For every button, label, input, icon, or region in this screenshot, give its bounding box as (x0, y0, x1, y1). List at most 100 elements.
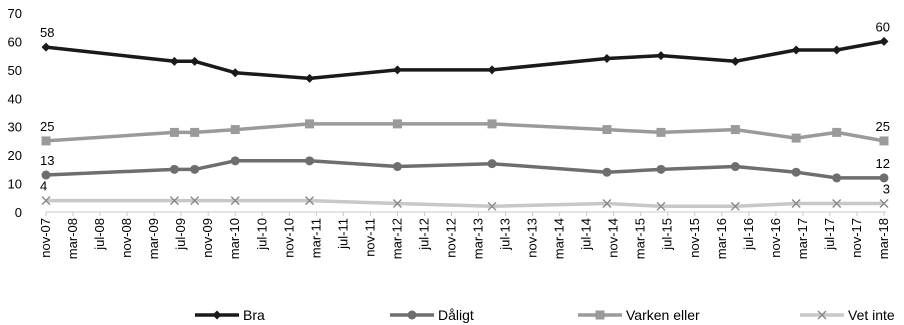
series-layer (41, 36, 889, 211)
y-tick-label: 0 (15, 205, 22, 220)
data-point (487, 159, 497, 169)
x-tick-label: nov-08 (119, 218, 134, 258)
y-tick-label: 40 (8, 91, 22, 106)
data-point (392, 65, 402, 75)
legend-item: Varken eller (578, 307, 700, 323)
x-tick-label: jul-09 (173, 218, 188, 251)
data-point (832, 173, 842, 183)
x-tick-label: mar-17 (795, 218, 810, 259)
data-point (791, 167, 801, 177)
y-tick-label: 60 (8, 34, 22, 49)
data-point (656, 51, 666, 61)
x-tick-label: mar-18 (876, 218, 891, 259)
x-tick-label: nov-11 (362, 218, 377, 257)
legend-marker (212, 310, 222, 320)
legend-marker (595, 310, 605, 320)
x-tick-label: mar-08 (65, 218, 80, 259)
legend-item: Bra (195, 307, 265, 323)
x-tick-label: mar-14 (552, 218, 567, 259)
x-tick-label: jul-11 (335, 218, 350, 250)
data-label: 13 (40, 153, 54, 168)
x-tick-label: nov-07 (38, 218, 53, 258)
data-point (730, 125, 740, 135)
data-point (305, 119, 315, 129)
data-point (392, 162, 402, 172)
x-tick-label: jul-15 (660, 218, 675, 251)
data-point (230, 68, 240, 78)
legend-marker (817, 310, 827, 320)
data-point (392, 198, 402, 208)
data-point (730, 201, 740, 211)
x-tick-label: nov-12 (443, 218, 458, 258)
data-point (832, 45, 842, 55)
data-point (656, 127, 666, 137)
y-tick-label: 70 (8, 6, 22, 21)
x-tick-label: nov-10 (281, 218, 296, 258)
x-tick-label: jul-12 (416, 218, 431, 251)
series-bra (41, 36, 889, 83)
x-tick-label: nov-09 (200, 218, 215, 258)
data-point (791, 133, 801, 143)
y-tick-label: 10 (8, 177, 22, 192)
x-tick-label: mar-15 (633, 218, 648, 259)
data-point (230, 196, 240, 206)
data-point (487, 201, 497, 211)
x-tick-label: nov-17 (849, 218, 864, 258)
data-point (730, 162, 740, 172)
data-point (487, 119, 497, 129)
x-tick-label: mar-13 (471, 218, 486, 259)
data-point (190, 196, 200, 206)
data-point (832, 127, 842, 137)
x-tick-label: mar-11 (308, 218, 323, 258)
y-axis-ticks: 0 10 20 30 40 50 60 70 (8, 6, 22, 220)
legend-label: Dåligt (438, 307, 474, 323)
x-tick-label: nov-15 (687, 218, 702, 258)
y-tick-label: 30 (8, 120, 22, 135)
data-label: 60 (876, 19, 890, 34)
x-tick-label: jul-17 (822, 218, 837, 251)
data-point (41, 136, 51, 146)
legend-label: Vet inte (848, 307, 895, 323)
data-point (190, 164, 200, 174)
x-tick-label: mar-16 (714, 218, 729, 259)
x-tick-label: mar-09 (146, 218, 161, 259)
data-point (879, 136, 889, 146)
data-point (41, 42, 51, 52)
series-varken-eller (41, 119, 889, 146)
x-tick-label: mar-12 (389, 218, 404, 259)
legend-label: Varken eller (626, 307, 700, 323)
data-point (230, 125, 240, 135)
data-label: 3 (883, 181, 890, 196)
x-tick-label: mar-10 (227, 218, 242, 259)
data-point (879, 36, 889, 46)
legend-item: Dåligt (390, 307, 474, 323)
data-labels-layer: 58 60 25 25 13 12 4 3 (40, 19, 890, 196)
y-tick-label: 50 (8, 63, 22, 78)
x-tick-label: jul-14 (579, 218, 594, 251)
legend-label: Bra (243, 307, 265, 323)
y-tick-label: 20 (8, 148, 22, 163)
data-point (190, 56, 200, 66)
x-tick-label: jul-13 (498, 218, 513, 251)
x-axis-ticks: nov-07 mar-08 jul-08 nov-08 mar-09 jul-09 nov-… (38, 212, 891, 259)
data-point (602, 167, 612, 177)
legend-marker (407, 310, 417, 320)
data-point (169, 164, 179, 174)
legend-item: Vet inte (800, 307, 895, 323)
x-tick-label: nov-13 (525, 218, 540, 258)
data-point (791, 45, 801, 55)
data-point (305, 73, 315, 83)
data-point (190, 127, 200, 137)
data-point (305, 196, 315, 206)
data-point (41, 170, 51, 180)
data-point (305, 156, 315, 166)
data-point (487, 65, 497, 75)
data-point (392, 119, 402, 129)
data-point (169, 196, 179, 206)
data-point (602, 125, 612, 135)
data-point (832, 198, 842, 208)
data-label: 25 (40, 119, 54, 134)
data-label: 4 (40, 179, 47, 194)
series-vet-inte (41, 196, 889, 211)
data-label: 12 (876, 156, 890, 171)
